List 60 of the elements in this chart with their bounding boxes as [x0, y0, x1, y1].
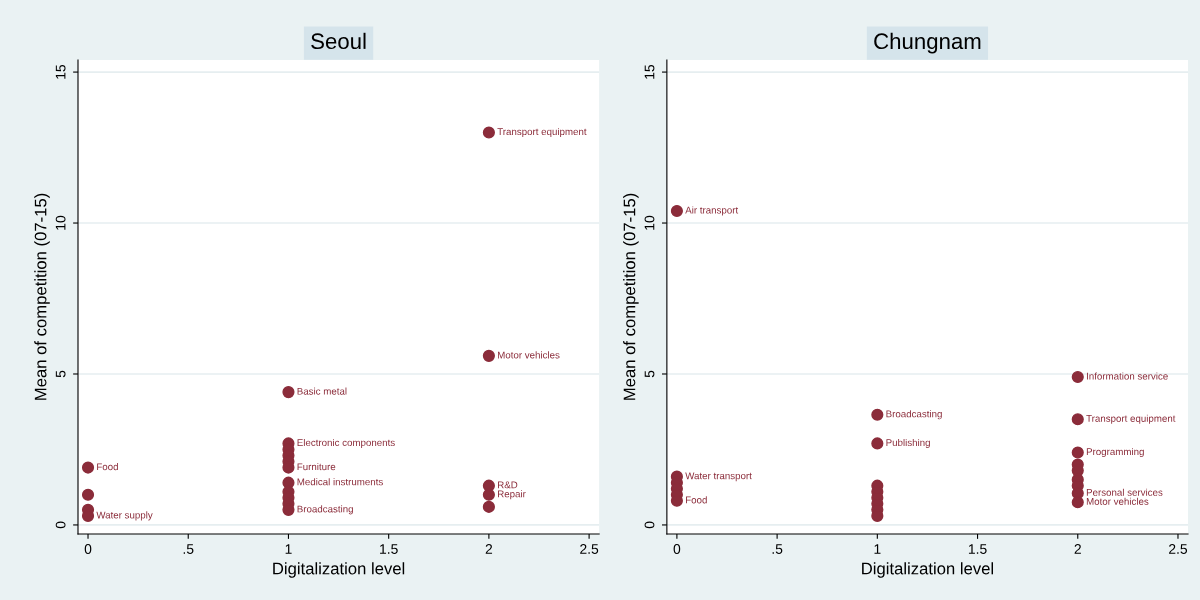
y-tick-label: 0 [644, 521, 655, 529]
x-axis-title: Digitalization level [273, 562, 405, 578]
annotation: Repair [498, 490, 526, 500]
y-tick-label: 5 [55, 370, 66, 378]
y-tick-label: 15 [644, 64, 655, 79]
x-axis-title: Digitalization level [862, 562, 994, 578]
x-tick-label: .5 [183, 544, 194, 554]
x-tick-label: 2.5 [580, 544, 599, 554]
y-tick-label: 5 [644, 370, 655, 378]
annotation: Food [686, 496, 707, 504]
annotation: Personal services [1086, 488, 1163, 496]
annotation: Motor vehicles [498, 351, 560, 359]
y-tick-label: 0 [55, 521, 66, 529]
point [81, 488, 95, 501]
y-axis-title: Mean of competition (07-15) [623, 193, 639, 400]
x-tick-label: 1.5 [968, 544, 987, 554]
chart-title: Seoul [311, 32, 366, 50]
y-tick-label: 15 [55, 64, 66, 79]
annotation: Air transport [685, 206, 739, 216]
annotation: Transport equipment [1086, 414, 1176, 424]
point [871, 437, 884, 450]
point [482, 349, 495, 362]
annotation: Food [97, 463, 118, 471]
x-tick-label: 1.5 [380, 544, 398, 554]
point [1071, 496, 1084, 509]
annotation: Publishing [886, 438, 930, 448]
point [482, 126, 495, 139]
y-tick-label: 10 [55, 215, 66, 230]
y-axis-title: Mean of competition (07-15) [34, 193, 50, 400]
chart-title: Chungnam [874, 32, 981, 54]
point [81, 461, 95, 474]
x-tick-label: 2.5 [1169, 544, 1188, 554]
annotation: R&D [498, 481, 518, 489]
annotation: Water supply [96, 511, 153, 521]
annotation: Medical instruments [297, 478, 383, 486]
annotation: Electronic components [297, 438, 395, 448]
point [1071, 446, 1084, 459]
point [1071, 370, 1084, 384]
annotation: Programming [1086, 447, 1144, 458]
y-tick-label: 10 [644, 215, 655, 230]
point [670, 204, 683, 218]
point [871, 408, 884, 421]
annotation: Broadcasting [297, 505, 353, 515]
x-tick-label: 0 [673, 544, 681, 554]
annotation: Water transport [685, 472, 752, 482]
annotation: Information service [1086, 372, 1168, 380]
x-tick-label: 1 [285, 544, 292, 554]
annotation: Motor vehicles [1086, 497, 1149, 505]
x-tick-label: 0 [84, 544, 92, 554]
x-tick-label: 2 [485, 544, 493, 554]
annotation: Basic metal [297, 387, 347, 395]
point [482, 500, 495, 513]
point [1071, 413, 1084, 426]
x-tick-label: .5 [772, 544, 783, 554]
x-tick-label: 1 [874, 544, 881, 554]
annotation: Transport equipment [497, 127, 587, 137]
annotation: Furniture [297, 463, 336, 471]
x-tick-label: 2 [1074, 544, 1081, 554]
annotation: Broadcasting [886, 410, 942, 420]
point [282, 386, 295, 399]
